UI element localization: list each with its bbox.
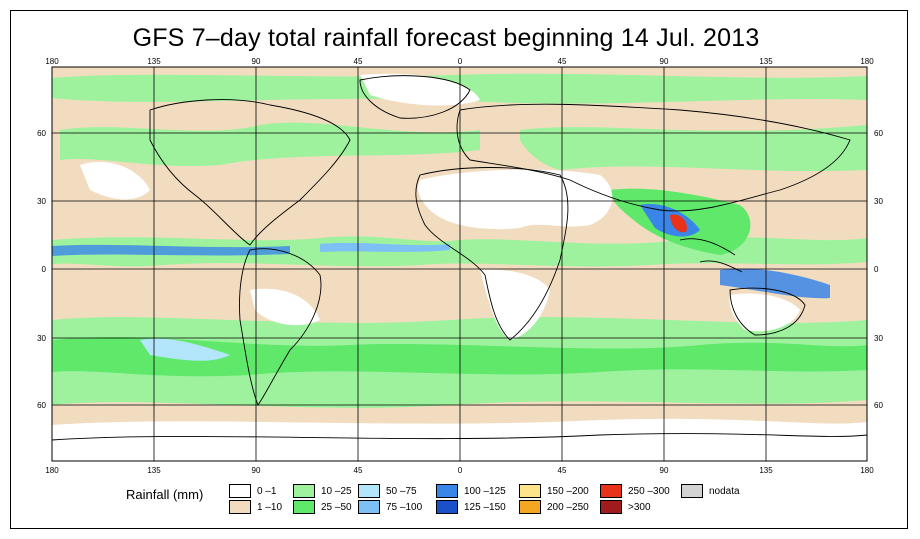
figure-frame bbox=[10, 10, 908, 529]
rain-core-south-pacific bbox=[140, 338, 230, 361]
lon-ticks-bottom: 180 135 90 45 0 45 90 135 180 bbox=[45, 466, 874, 475]
lat-tick-left: 30 bbox=[37, 334, 46, 343]
legend-label: 150 –200 bbox=[547, 486, 589, 497]
rain-extreme-monsoon bbox=[670, 214, 687, 233]
legend-swatch bbox=[436, 500, 458, 514]
rain-core-pacific-itcz bbox=[52, 244, 290, 256]
lon-tick-bottom: 45 bbox=[558, 466, 567, 475]
lat-tick-right: 30 bbox=[874, 197, 883, 206]
map-border bbox=[51, 66, 868, 462]
dry-south-america bbox=[250, 288, 320, 326]
lon-tick-top: 180 bbox=[45, 57, 59, 66]
legend-label: 1 –10 bbox=[257, 502, 283, 513]
legend-swatch bbox=[229, 484, 251, 498]
lon-tick-top: 135 bbox=[147, 57, 161, 66]
dry-sahara-arabia bbox=[418, 169, 613, 230]
legend-label: 125 –150 bbox=[464, 502, 506, 513]
graticule bbox=[52, 67, 867, 461]
legend-swatch bbox=[358, 500, 380, 514]
lon-tick-bottom: 90 bbox=[660, 466, 669, 475]
legend-swatch bbox=[519, 484, 541, 498]
lon-tick-top: 45 bbox=[558, 57, 567, 66]
legend-swatch bbox=[293, 500, 315, 514]
dry-southern-africa bbox=[480, 269, 550, 340]
lon-tick-bottom: 90 bbox=[252, 466, 261, 475]
lon-tick-top: 90 bbox=[252, 57, 261, 66]
lat-tick-right: 60 bbox=[874, 129, 883, 138]
legend-label: 25 –50 bbox=[321, 502, 352, 513]
rain-core-atlantic-itcz bbox=[320, 242, 450, 252]
legend-label: 75 –100 bbox=[386, 502, 423, 513]
lat-ticks-right: 60 30 0 30 60 bbox=[874, 129, 883, 410]
dry-australia bbox=[729, 293, 800, 332]
legend-label: 10 –25 bbox=[321, 486, 352, 497]
dry-antarctica bbox=[52, 418, 867, 461]
lon-tick-bottom: 135 bbox=[147, 466, 161, 475]
legend-label: nodata bbox=[709, 486, 740, 497]
lon-tick-bottom: 45 bbox=[354, 466, 363, 475]
lat-ticks-left: 60 30 0 30 60 bbox=[37, 129, 46, 410]
lon-tick-top: 135 bbox=[759, 57, 773, 66]
rain-band-asia bbox=[520, 125, 867, 172]
legend-label: >300 bbox=[628, 502, 651, 513]
lat-tick-left: 60 bbox=[37, 129, 46, 138]
legend-swatch bbox=[436, 484, 458, 498]
lat-tick-left: 60 bbox=[37, 401, 46, 410]
legend-swatch bbox=[519, 500, 541, 514]
legend-swatch bbox=[229, 500, 251, 514]
legend-swatch bbox=[358, 484, 380, 498]
lon-tick-bottom: 180 bbox=[45, 466, 59, 475]
lon-ticks-top: 180 135 90 45 0 45 90 135 180 bbox=[45, 57, 874, 66]
dry-north-pacific bbox=[80, 161, 150, 200]
lat-tick-right: 60 bbox=[874, 401, 883, 410]
lat-tick-right: 30 bbox=[874, 334, 883, 343]
dry-greenland bbox=[360, 73, 480, 106]
lon-tick-bottom: 0 bbox=[458, 466, 463, 475]
lat-tick-right: 0 bbox=[874, 265, 879, 274]
map-title: GFS 7–day total rainfall forecast beginn… bbox=[132, 24, 760, 52]
legend-label: 50 –75 bbox=[386, 486, 417, 497]
rain-core-maritime bbox=[720, 268, 830, 299]
lon-tick-bottom: 135 bbox=[759, 466, 773, 475]
legend-swatch bbox=[293, 484, 315, 498]
legend-title: Rainfall (mm) bbox=[126, 487, 204, 502]
coastlines bbox=[52, 75, 867, 441]
legend-swatch bbox=[600, 500, 622, 514]
lat-tick-left: 30 bbox=[37, 197, 46, 206]
lon-tick-bottom: 180 bbox=[860, 466, 874, 475]
legend-swatch bbox=[681, 484, 703, 498]
lon-tick-top: 90 bbox=[660, 57, 669, 66]
legend-swatch bbox=[600, 484, 622, 498]
legend-label: 250 –300 bbox=[628, 486, 670, 497]
rain-band-north-pacific bbox=[60, 122, 480, 167]
lon-tick-top: 180 bbox=[860, 57, 874, 66]
legend-label: 0 –1 bbox=[257, 486, 277, 497]
lat-tick-left: 0 bbox=[42, 265, 47, 274]
legend-label: 200 –250 bbox=[547, 502, 589, 513]
lon-tick-top: 0 bbox=[458, 57, 463, 66]
lon-tick-top: 45 bbox=[354, 57, 363, 66]
legend-label: 100 –125 bbox=[464, 486, 506, 497]
